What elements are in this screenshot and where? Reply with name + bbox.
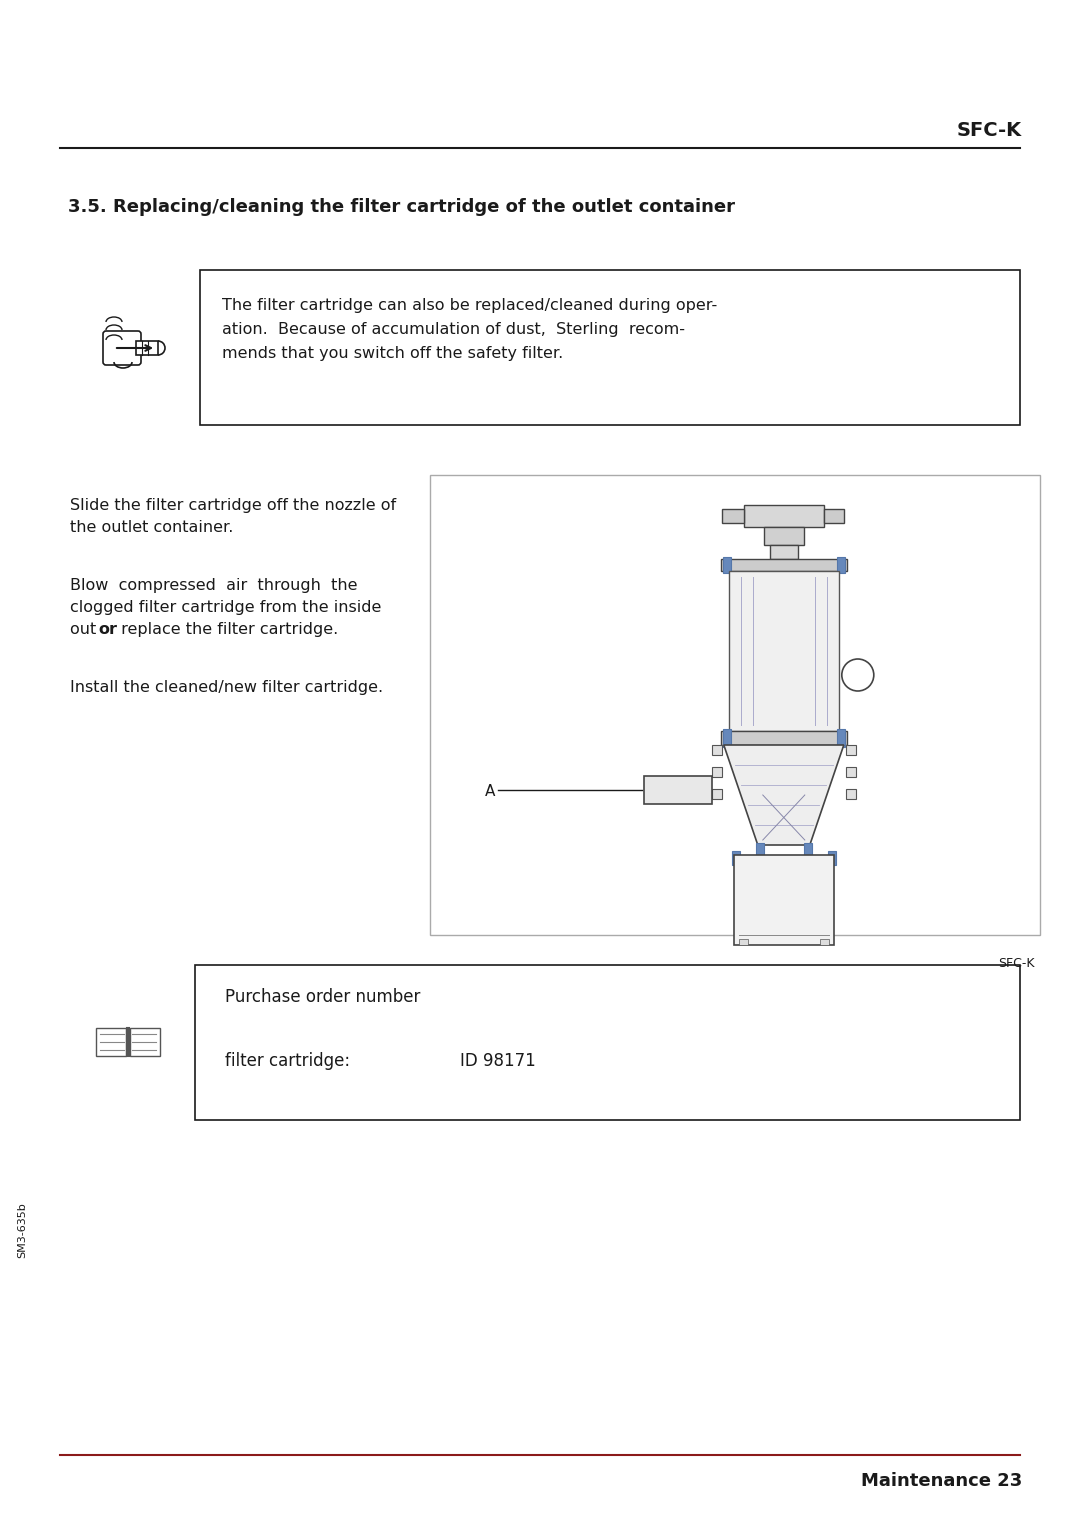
- Bar: [739, 939, 747, 946]
- Bar: [820, 939, 828, 946]
- Bar: [195, 965, 1020, 1119]
- Bar: [712, 788, 721, 799]
- Bar: [733, 856, 834, 946]
- Bar: [721, 509, 744, 523]
- Bar: [723, 729, 731, 747]
- Bar: [136, 342, 158, 355]
- Bar: [200, 270, 1020, 425]
- Text: Maintenance 23: Maintenance 23: [861, 1472, 1022, 1490]
- Polygon shape: [724, 746, 843, 845]
- Bar: [712, 746, 721, 755]
- Text: Install the cleaned/new filter cartridge.: Install the cleaned/new filter cartridge…: [70, 680, 383, 695]
- Bar: [770, 544, 798, 560]
- Text: out: out: [70, 622, 102, 637]
- Bar: [827, 851, 836, 865]
- Bar: [756, 843, 764, 856]
- Text: clogged filter cartridge from the inside: clogged filter cartridge from the inside: [70, 599, 381, 615]
- Text: Slide the filter cartridge off the nozzle of: Slide the filter cartridge off the nozzl…: [70, 499, 396, 512]
- Bar: [837, 557, 845, 573]
- Bar: [130, 1028, 160, 1055]
- Bar: [846, 746, 855, 755]
- Text: SM3-635b: SM3-635b: [17, 1202, 27, 1258]
- Bar: [720, 730, 847, 746]
- Bar: [744, 505, 824, 528]
- Bar: [732, 851, 740, 865]
- Text: ation.  Because of accumulation of dust,  Sterling  recom-: ation. Because of accumulation of dust, …: [222, 322, 685, 337]
- Text: ID 98171: ID 98171: [460, 1052, 536, 1071]
- Bar: [824, 509, 843, 523]
- Bar: [729, 570, 839, 730]
- Text: the outlet container.: the outlet container.: [70, 520, 233, 535]
- Bar: [723, 557, 731, 573]
- Text: Blow  compressed  air  through  the: Blow compressed air through the: [70, 578, 357, 593]
- Text: SFC-K: SFC-K: [957, 120, 1022, 140]
- Text: filter cartridge:: filter cartridge:: [225, 1052, 350, 1071]
- Bar: [644, 776, 712, 804]
- Text: SFC-K: SFC-K: [999, 958, 1035, 970]
- Bar: [846, 767, 855, 778]
- Text: or: or: [98, 622, 117, 637]
- FancyBboxPatch shape: [103, 331, 141, 364]
- Text: 3.5. Replacing/cleaning the filter cartridge of the outlet container: 3.5. Replacing/cleaning the filter cartr…: [68, 198, 735, 217]
- Bar: [720, 560, 847, 570]
- Bar: [430, 474, 1040, 935]
- Text: Purchase order number: Purchase order number: [225, 988, 420, 1007]
- Text: A: A: [485, 784, 496, 799]
- Bar: [846, 788, 855, 799]
- Text: replace the filter cartridge.: replace the filter cartridge.: [116, 622, 338, 637]
- Bar: [764, 528, 804, 544]
- Text: mends that you switch off the safety filter.: mends that you switch off the safety fil…: [222, 346, 564, 361]
- Bar: [837, 729, 845, 747]
- Text: The filter cartridge can also be replaced/cleaned during oper-: The filter cartridge can also be replace…: [222, 297, 717, 313]
- Bar: [712, 767, 721, 778]
- Bar: [804, 843, 812, 856]
- Bar: [96, 1028, 126, 1055]
